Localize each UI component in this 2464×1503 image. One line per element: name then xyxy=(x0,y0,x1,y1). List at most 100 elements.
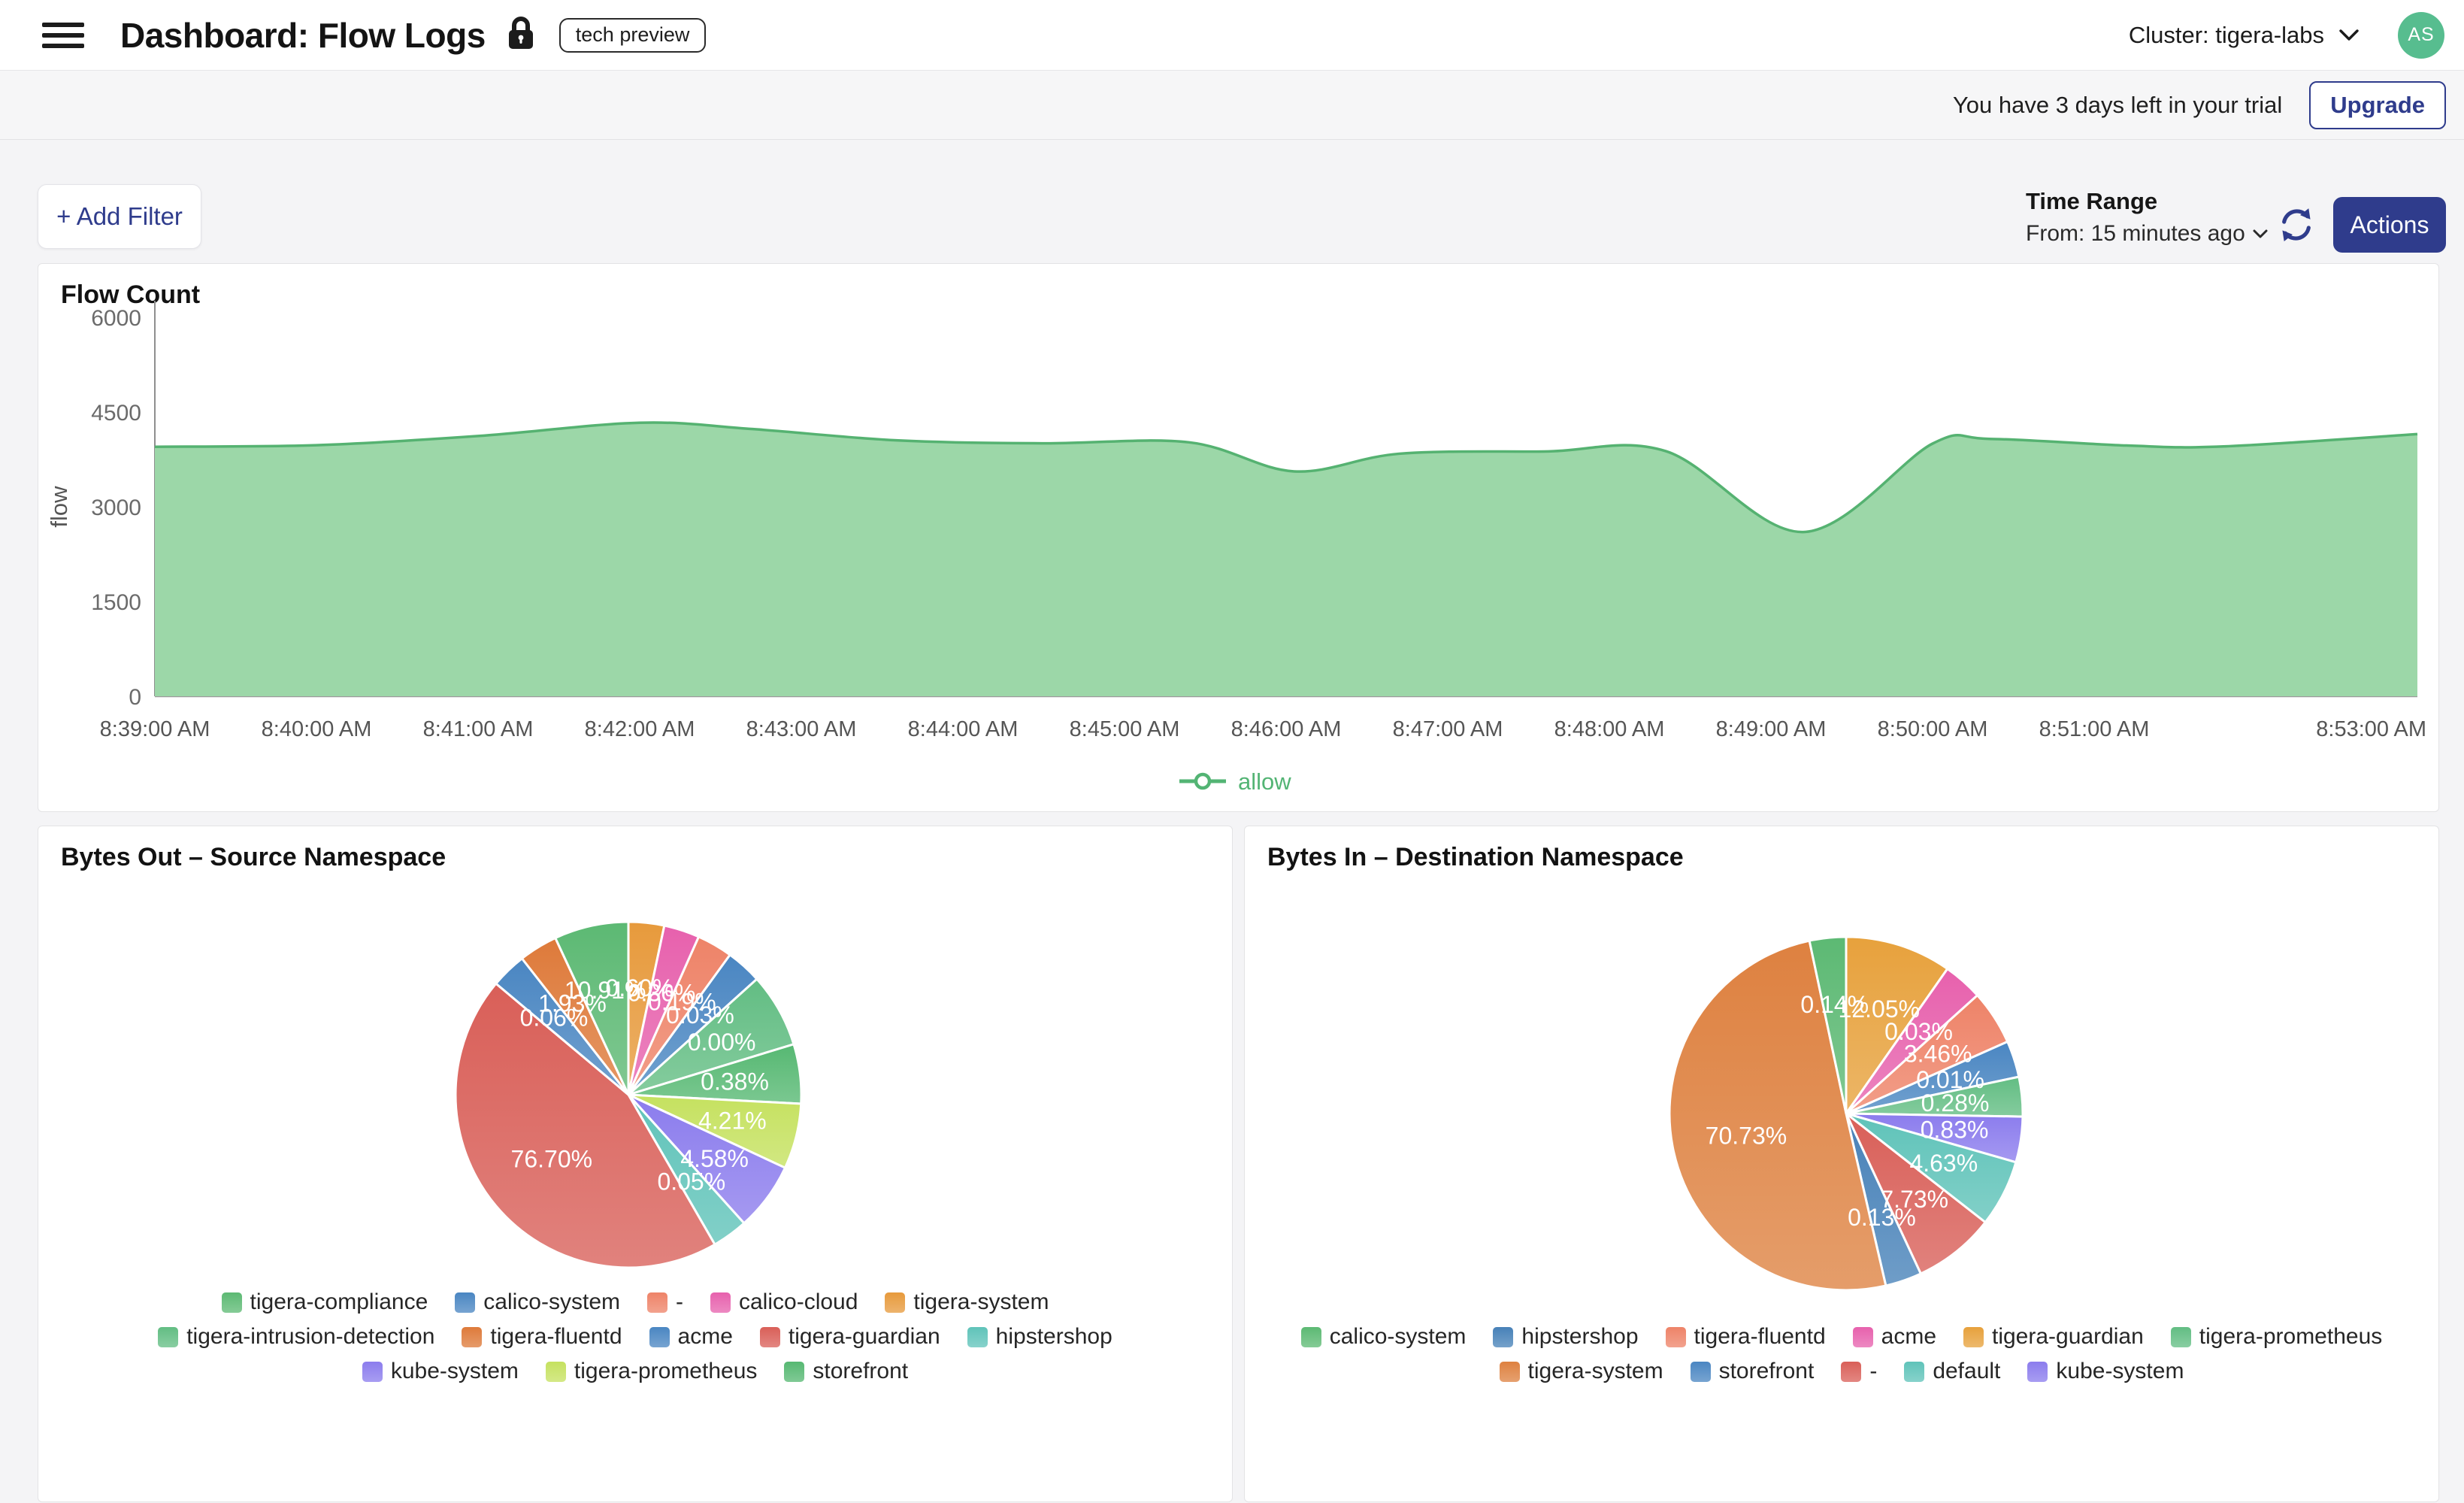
legend-item-tigera-guardian[interactable]: tigera-guardian xyxy=(1963,1324,2144,1350)
legend-swatch xyxy=(158,1326,179,1347)
pie-slice-label: 10.91% xyxy=(565,977,646,1004)
legend-item-tigera-fluentd[interactable]: tigera-fluentd xyxy=(462,1324,622,1350)
legend-item--[interactable]: - xyxy=(647,1289,683,1315)
pie-slice-tigera-compliance[interactable] xyxy=(554,920,630,1096)
legend-swatch xyxy=(455,1292,476,1313)
legend-item-tigera-fluentd[interactable]: tigera-fluentd xyxy=(1665,1324,1826,1350)
svg-text:8:41:00 AM: 8:41:00 AM xyxy=(423,717,534,741)
legend-item-acme[interactable]: acme xyxy=(1852,1324,1936,1350)
legend-label: calico-system xyxy=(483,1289,620,1314)
svg-text:3000: 3000 xyxy=(91,495,141,520)
svg-text:6000: 6000 xyxy=(91,306,141,331)
legend-item-hipstershop[interactable]: hipstershop xyxy=(967,1324,1112,1350)
pie-slice-label: 12.05% xyxy=(1839,995,1921,1023)
legend-label: tigera-fluentd xyxy=(1694,1324,1826,1349)
pie-slice--[interactable] xyxy=(1845,1112,1987,1275)
legend-item--[interactable]: - xyxy=(1841,1359,1877,1384)
pie-slice-label: 0.14% xyxy=(1800,991,1869,1018)
legend-label: tigera-system xyxy=(913,1289,1049,1314)
trial-message: You have 3 days left in your trial xyxy=(1952,91,2283,118)
pie-slice-label: 0.36% xyxy=(628,979,696,1006)
pie-slice-tigera-system[interactable] xyxy=(1668,939,1887,1292)
legend-swatch xyxy=(759,1326,780,1347)
legend-item-hipstershop[interactable]: hipstershop xyxy=(1493,1324,1639,1350)
legend-label: kube-system xyxy=(390,1359,519,1383)
legend-swatch xyxy=(1493,1326,1514,1347)
legend-swatch xyxy=(2027,1361,2048,1382)
svg-text:8:44:00 AM: 8:44:00 AM xyxy=(908,717,1019,741)
legend-label: tigera-guardian xyxy=(788,1324,940,1349)
legend-swatch xyxy=(1852,1326,1873,1347)
time-range-selector[interactable]: Time Range From: 15 minutes ago xyxy=(2026,188,2268,247)
legend-item-calico-cloud[interactable]: calico-cloud xyxy=(710,1289,858,1315)
legend-item-kube-system[interactable]: kube-system xyxy=(2027,1359,2184,1384)
pie-slice-label: 76.70% xyxy=(511,1146,593,1173)
add-filter-button[interactable]: + Add Filter xyxy=(38,184,201,249)
top-header: Dashboard: Flow Logs tech preview Cluste… xyxy=(0,0,2464,71)
bytes-in-card: Bytes In – Destination Namespace 12.05% 0… xyxy=(1244,826,2439,1502)
legend-label: default xyxy=(1933,1359,2001,1383)
pie-slice-label: 0.01% xyxy=(1916,1066,1984,1093)
pie-slice-tigera-guardian[interactable] xyxy=(454,982,716,1269)
legend-label: tigera-intrusion-detection xyxy=(186,1324,435,1349)
pie-slice-label: 0.28% xyxy=(1921,1089,1990,1117)
legend-item-kube-system[interactable]: kube-system xyxy=(362,1359,519,1384)
legend-swatch xyxy=(1904,1361,1925,1382)
svg-text:8:45:00 AM: 8:45:00 AM xyxy=(1070,717,1180,741)
legend-label: calico-cloud xyxy=(739,1289,858,1314)
legend-item-storefront[interactable]: storefront xyxy=(1690,1359,1815,1384)
svg-text:0: 0 xyxy=(129,685,141,710)
hamburger-menu-icon[interactable] xyxy=(42,17,84,54)
legend-swatch xyxy=(1841,1361,1862,1382)
legend-item-tigera-prometheus[interactable]: tigera-prometheus xyxy=(2170,1324,2382,1350)
legend-item-tigera-guardian[interactable]: tigera-guardian xyxy=(759,1324,940,1350)
legend-item-tigera-system[interactable]: tigera-system xyxy=(1499,1359,1663,1384)
pie-slice-label: 0.00% xyxy=(688,1029,756,1056)
legend-item-calico-system[interactable]: calico-system xyxy=(1300,1324,1466,1350)
legend-label: tigera-guardian xyxy=(1992,1324,2144,1349)
legend-swatch xyxy=(885,1292,906,1313)
tech-preview-badge: tech preview xyxy=(558,17,707,53)
legend-label: tigera-fluentd xyxy=(490,1324,622,1349)
legend-item-tigera-intrusion-detection[interactable]: tigera-intrusion-detection xyxy=(158,1324,434,1350)
pie-slice-label: 0.03% xyxy=(1884,1018,1953,1045)
legend-label: storefront xyxy=(1718,1359,1815,1383)
pie-slice-label: 0.13% xyxy=(1848,1204,1916,1231)
pie-slice-label: 0.38% xyxy=(701,1068,769,1095)
legend-swatch xyxy=(710,1292,731,1313)
pie-slice-calico-system[interactable] xyxy=(1808,935,1848,1115)
pie-slice-label: 0.83% xyxy=(1921,1117,1989,1144)
pie-slice-label: 0.60% xyxy=(606,974,674,1001)
legend-swatch xyxy=(2170,1326,2191,1347)
flow-legend-allow[interactable]: allow xyxy=(1179,768,1291,795)
cluster-selector[interactable]: Cluster: tigera-labs xyxy=(2129,22,2359,49)
pie-slice-tigera-guardian[interactable] xyxy=(1845,935,1949,1115)
actions-button[interactable]: Actions xyxy=(2333,197,2446,253)
legend-item-default[interactable]: default xyxy=(1904,1359,2000,1384)
legend-item-tigera-prometheus[interactable]: tigera-prometheus xyxy=(545,1359,758,1384)
time-range-value: From: 15 minutes ago xyxy=(2026,221,2245,246)
legend-swatch xyxy=(1300,1326,1321,1347)
bytes-out-legend: tigera-compliance calico-system - calico-cl… xyxy=(38,1289,1232,1384)
legend-swatch xyxy=(1963,1326,1984,1347)
legend-item-storefront[interactable]: storefront xyxy=(784,1359,908,1384)
refresh-icon[interactable] xyxy=(2276,205,2317,245)
svg-text:8:46:00 AM: 8:46:00 AM xyxy=(1231,717,1342,741)
user-avatar[interactable]: AS xyxy=(2398,11,2444,59)
legend-item-tigera-compliance[interactable]: tigera-compliance xyxy=(221,1289,428,1315)
legend-label: tigera-prometheus xyxy=(574,1359,758,1383)
page-title: Dashboard: Flow Logs xyxy=(120,15,486,55)
legend-item-tigera-system[interactable]: tigera-system xyxy=(885,1289,1049,1315)
upgrade-button[interactable]: Upgrade xyxy=(2309,80,2446,129)
pie-slice-label: 70.73% xyxy=(1706,1123,1787,1150)
legend-item-calico-system[interactable]: calico-system xyxy=(455,1289,620,1315)
flow-count-card: Flow Count 0 1500 3000 4500 6000 flow 8:39:00 … xyxy=(38,263,2439,812)
legend-item-acme[interactable]: acme xyxy=(649,1324,733,1350)
legend-swatch xyxy=(545,1361,566,1382)
cluster-selector-label: Cluster: tigera-labs xyxy=(2128,21,2324,48)
legend-swatch xyxy=(647,1292,667,1313)
svg-text:allow: allow xyxy=(1238,768,1291,795)
pie-slice-label: 0.06% xyxy=(520,1004,589,1031)
legend-swatch xyxy=(784,1361,805,1382)
bytes-in-title: Bytes In – Destination Namespace xyxy=(1267,843,1684,871)
